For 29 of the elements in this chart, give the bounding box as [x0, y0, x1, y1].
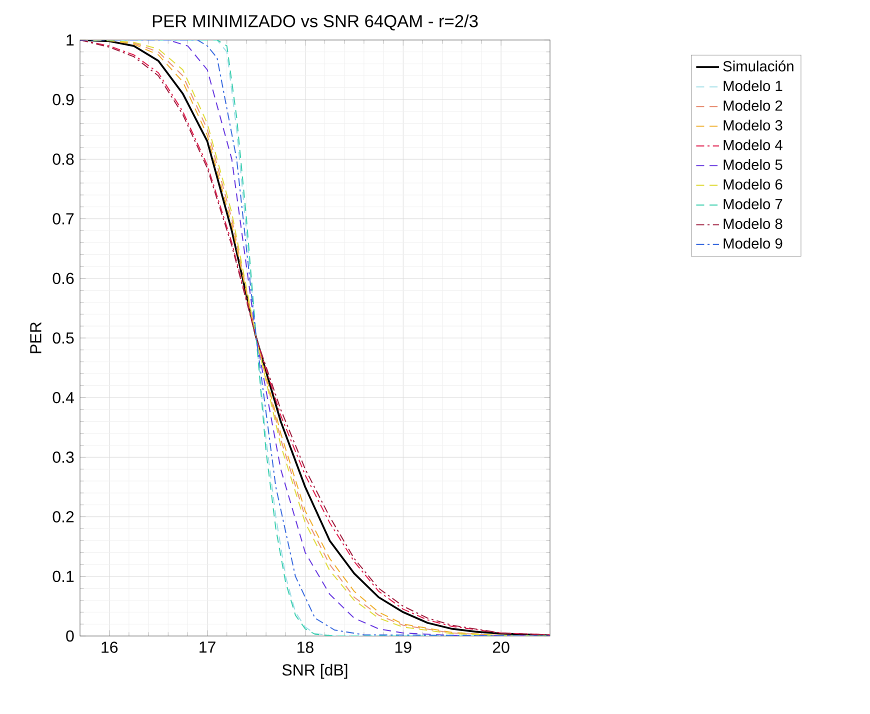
x-tick-label: 20 — [492, 642, 510, 653]
y-tick-label: 0.3 — [52, 452, 74, 463]
y-tick-label: 0.7 — [52, 213, 74, 224]
y-tick-label: 0.2 — [52, 511, 74, 522]
x-tick-label: 17 — [200, 642, 216, 653]
y-tick-label: 0.4 — [52, 392, 74, 404]
y-tick-label: 0.6 — [52, 272, 74, 284]
y-tick-label: 0.5 — [52, 332, 74, 344]
legend-label: Modelo 6 — [724, 178, 782, 190]
y-tick-label: 0 — [66, 630, 74, 642]
y-axis-title: PER — [30, 322, 42, 354]
legend-label: Simulación — [723, 60, 794, 72]
y-tick-label: 0.8 — [52, 154, 74, 165]
chart-title: PER MINIMIZADO vs SNR 64QAM - r=2/3 — [152, 14, 478, 30]
y-tick-label: 0.9 — [52, 94, 74, 106]
legend-label: Modelo 5 — [724, 159, 782, 170]
y-tick-label: 1 — [66, 34, 74, 46]
y-tick-label: 0.1 — [52, 570, 74, 582]
legend-label: Modelo 7 — [724, 198, 782, 210]
legend-label: Modelo 4 — [724, 139, 782, 150]
x-tick-label: 18 — [298, 642, 314, 653]
legend-label: Modelo 3 — [724, 120, 782, 131]
legend-label: Modelo 9 — [724, 238, 782, 249]
legend-label: Modelo 2 — [724, 100, 782, 111]
x-tick-label: 16 — [102, 642, 118, 653]
x-tick-label: 19 — [395, 642, 412, 653]
legend-label: Modelo 8 — [724, 218, 782, 229]
legend-label: Modelo 1 — [724, 80, 782, 92]
x-axis-title: SNR [dB] — [282, 664, 348, 679]
